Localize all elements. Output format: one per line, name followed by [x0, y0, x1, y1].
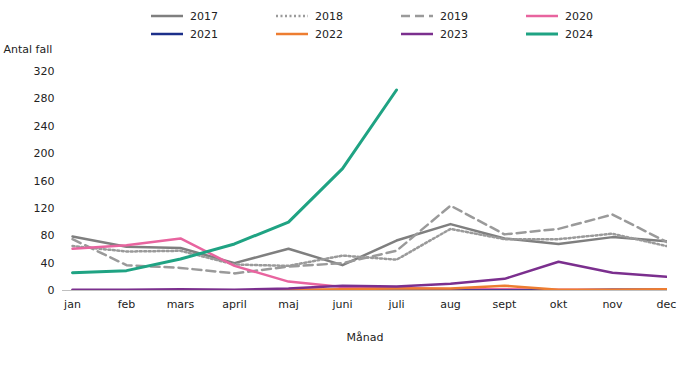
- html-text:2021: 2021: [190, 27, 218, 41]
- html-text:2022: 2022: [315, 27, 343, 41]
- svg-text:80: 80: [41, 229, 55, 242]
- svg-text:0: 0: [48, 284, 55, 297]
- svg-text:juni: juni: [331, 298, 352, 311]
- svg-text:120: 120: [34, 202, 55, 215]
- svg-text:320: 320: [34, 65, 55, 78]
- html-text:2023: 2023: [440, 27, 468, 41]
- svg-text:200: 200: [34, 147, 55, 160]
- svg-text:maj: maj: [278, 298, 299, 311]
- svg-text:april: april: [222, 298, 246, 311]
- html-text:2024: 2024: [565, 27, 593, 41]
- svg-text:sept: sept: [493, 298, 517, 311]
- svg-text:240: 240: [34, 120, 55, 133]
- svg-text:Månad: Månad: [347, 331, 384, 344]
- html-text:2018: 2018: [315, 9, 343, 23]
- svg-text:juli: juli: [387, 298, 404, 311]
- html-text:2020: 2020: [565, 9, 593, 23]
- svg-text:feb: feb: [118, 298, 136, 311]
- svg-text:nov: nov: [602, 298, 623, 311]
- svg-text:jan: jan: [63, 298, 81, 311]
- svg-text:160: 160: [34, 175, 55, 188]
- svg-text:mars: mars: [167, 298, 195, 311]
- svg-text:40: 40: [41, 257, 55, 270]
- svg-text:280: 280: [34, 92, 55, 105]
- svg-text:okt: okt: [550, 298, 568, 311]
- svg-text:Antal fall: Antal fall: [4, 43, 53, 56]
- svg-text:dec: dec: [657, 298, 677, 311]
- html-text:2017: 2017: [190, 9, 218, 23]
- svg-text:aug: aug: [440, 298, 461, 311]
- html-text:2019: 2019: [440, 9, 468, 23]
